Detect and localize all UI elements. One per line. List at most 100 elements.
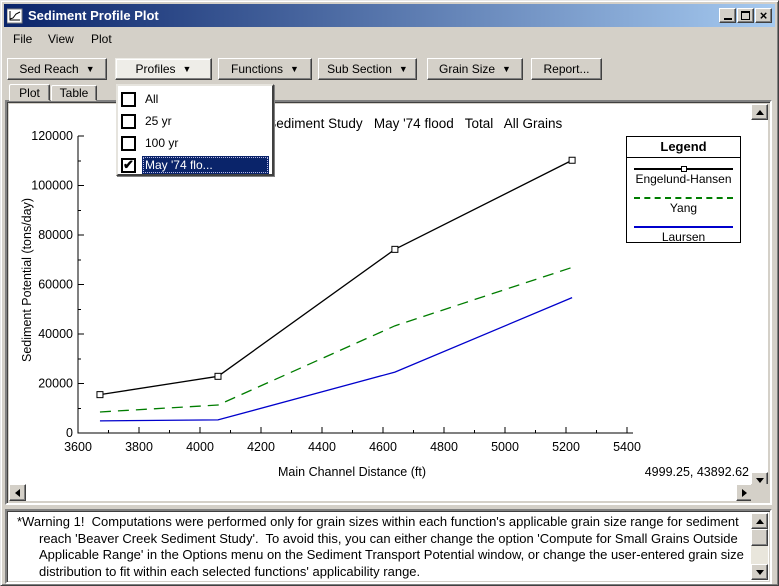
scroll-down-button[interactable] [751,564,768,580]
menu-item-plot[interactable]: Plot [86,30,117,48]
svg-text:120000: 120000 [31,129,73,143]
dropdown-item-label[interactable]: 100 yr [142,134,269,152]
dropdown-item-100yr[interactable]: 100 yr [118,132,272,154]
svg-text:0: 0 [66,426,73,440]
left-arrow-icon [15,489,20,497]
svg-text:4400: 4400 [308,440,336,454]
tab-plot[interactable]: Plot [9,84,50,101]
down-arrow-icon [756,570,764,575]
svg-text:60000: 60000 [38,278,73,292]
x-axis-label: Main Channel Distance (ft) [278,465,426,479]
dropdown-item-label[interactable]: 25 yr [142,112,269,130]
legend-line-sample [634,197,733,199]
maximize-icon [741,11,750,20]
profiles-dropdown: All 25 yr 100 yr ✔ May '74 flo... [116,84,274,176]
grain-size-button[interactable]: Grain Size ▼ [427,58,523,80]
titlebar: Sediment Profile Plot × [4,4,775,27]
svg-text:100000: 100000 [31,179,73,193]
report-label: Report... [543,62,589,76]
app-icon [7,8,23,24]
legend-title: Legend [627,137,740,158]
chart-series [97,157,575,421]
maximize-button[interactable] [737,8,754,23]
svg-text:4600: 4600 [369,440,397,454]
dropdown-arrow-icon: ▼ [399,64,408,74]
legend: Legend Engelund-Hansen Yang Laursen [626,136,741,243]
window: Sediment Profile Plot × File View Plot S… [0,0,779,586]
dropdown-item-may74-flood[interactable]: ✔ May '74 flo... [118,154,272,176]
dropdown-item-label[interactable]: All [142,90,269,108]
checkbox-checked[interactable]: ✔ [121,158,136,173]
warning-panel: *Warning 1! Computations were performed … [5,509,772,584]
h-scrollbar[interactable] [9,484,753,501]
square-marker-icon [681,166,687,172]
scroll-left-button[interactable] [9,484,26,501]
minimize-icon [724,18,732,20]
svg-text:4800: 4800 [430,440,458,454]
sub-section-label: Sub Section [327,62,392,76]
legend-line-sample [634,226,733,228]
functions-button[interactable]: Functions ▼ [218,58,312,80]
checkbox[interactable] [121,136,136,151]
legend-entry: Engelund-Hansen [627,158,740,187]
v-scrollbar[interactable] [751,104,768,488]
profiles-button[interactable]: Profiles ▼ [115,58,212,80]
dropdown-arrow-icon: ▼ [290,64,299,74]
svg-text:4000: 4000 [186,440,214,454]
right-arrow-icon [742,489,747,497]
legend-label: Engelund-Hansen [627,172,740,187]
close-button[interactable]: × [755,8,772,23]
scroll-up-button[interactable] [751,104,768,120]
svg-text:40000: 40000 [38,327,73,341]
sed-reach-label: Sed Reach [19,62,78,76]
series-line-yang [100,267,572,412]
svg-text:20000: 20000 [38,377,73,391]
dropdown-arrow-icon: ▼ [183,64,192,74]
series-line-laursen [100,298,572,421]
close-icon: × [760,10,768,21]
svg-text:3800: 3800 [125,440,153,454]
scrollbar-corner [751,484,768,501]
data-point-marker [392,246,398,252]
minimize-button[interactable] [719,8,736,23]
legend-entry: Laursen [627,216,740,245]
menu-item-file[interactable]: File [8,30,37,48]
svg-text:4200: 4200 [247,440,275,454]
tab-table[interactable]: Table [51,85,97,101]
dropdown-item-label[interactable]: May '74 flo... [142,156,269,174]
checkbox[interactable] [121,92,136,107]
dropdown-item-25yr[interactable]: 25 yr [118,110,272,132]
scrollbar-thumb[interactable] [751,529,768,546]
up-arrow-icon [756,110,764,115]
svg-text:3600: 3600 [64,440,92,454]
sed-reach-button[interactable]: Sed Reach ▼ [7,58,107,80]
dropdown-arrow-icon: ▼ [86,64,95,74]
warning-text[interactable]: *Warning 1! Computations were performed … [9,512,750,581]
y-axis-label: Sediment Potential (tons/day) [20,198,34,362]
series-line-engelund-hansen [100,160,572,394]
menubar: File View Plot [5,30,774,50]
dropdown-item-all[interactable]: All [118,88,272,110]
svg-text:5000: 5000 [491,440,519,454]
profiles-label: Profiles [136,62,176,76]
up-arrow-icon [756,519,764,524]
scroll-up-button[interactable] [751,513,768,529]
report-button[interactable]: Report... [531,58,602,80]
sub-section-button[interactable]: Sub Section ▼ [318,58,417,80]
svg-text:80000: 80000 [38,228,73,242]
svg-text:5200: 5200 [552,440,580,454]
window-title: Sediment Profile Plot [28,8,159,23]
legend-label: Yang [627,201,740,216]
legend-line-sample [634,168,733,170]
legend-label: Laursen [627,230,740,245]
dropdown-arrow-icon: ▼ [502,64,511,74]
functions-label: Functions [231,62,283,76]
checkbox[interactable] [121,114,136,129]
legend-entry: Yang [627,187,740,216]
cursor-coordinate-readout: 4999.25, 43892.62 [645,465,749,479]
data-point-marker [97,392,103,398]
grain-size-label: Grain Size [439,62,495,76]
warning-v-scrollbar[interactable] [751,513,768,580]
data-point-marker [215,373,221,379]
menu-item-view[interactable]: View [43,30,79,48]
